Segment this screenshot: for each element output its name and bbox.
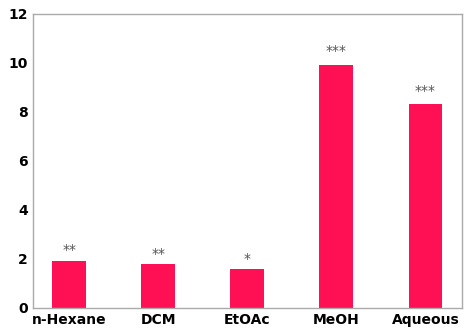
Bar <box>409 104 442 308</box>
Text: **: ** <box>62 243 76 257</box>
Text: ***: *** <box>326 45 347 58</box>
Bar <box>141 264 175 308</box>
Bar <box>230 269 264 308</box>
Bar <box>319 65 353 308</box>
Text: **: ** <box>151 247 165 261</box>
Text: *: * <box>244 252 251 266</box>
Bar <box>52 261 86 308</box>
Text: ***: *** <box>415 84 436 97</box>
